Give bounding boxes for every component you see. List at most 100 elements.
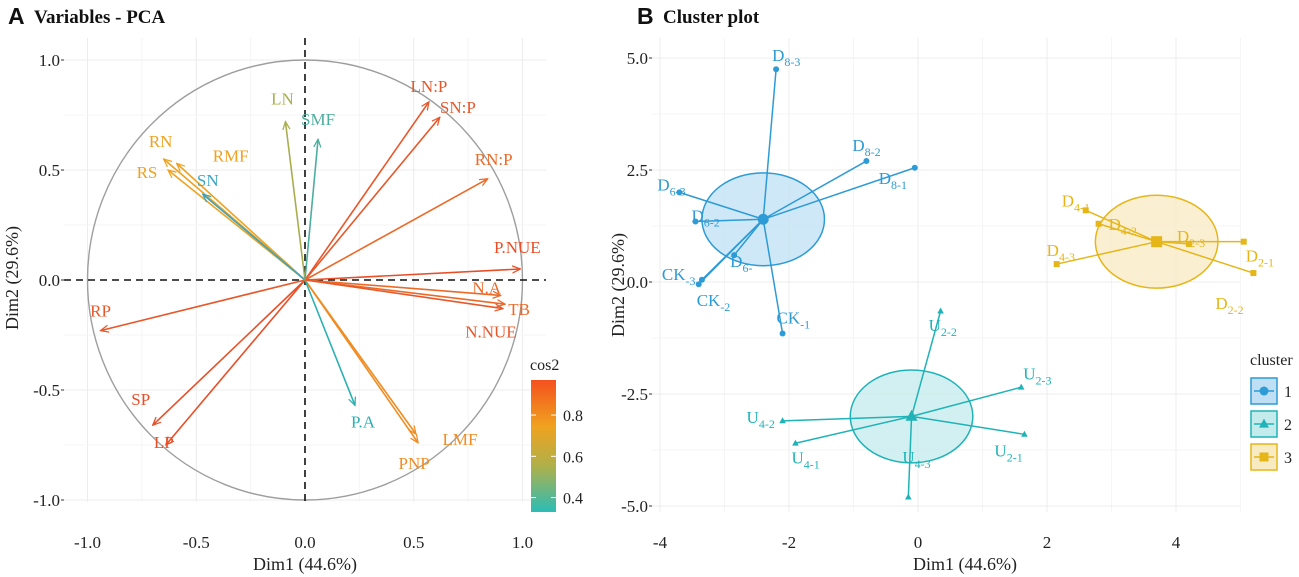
label-tb: TB — [508, 300, 530, 319]
label-main: D — [1177, 227, 1189, 246]
cos2-legend: cos2 0.8 0.6 0.4 — [530, 357, 583, 512]
label-subscript: -3 — [686, 274, 696, 288]
cluster-2-point — [1017, 383, 1025, 390]
cluster-1-point — [773, 66, 780, 73]
spoke — [762, 219, 784, 334]
label-sn-p: SN:P — [440, 98, 476, 117]
label-main: D — [730, 252, 742, 271]
spoke — [1098, 223, 1157, 243]
arrow-smf — [304, 139, 318, 281]
label-p-nue: P.NUE — [494, 238, 541, 257]
label-subscript: 2-1 — [1258, 256, 1274, 270]
label-main: U — [929, 316, 941, 335]
y-tick-label: -2.5 — [621, 385, 648, 404]
spoke — [698, 218, 764, 285]
label-subscript: 2-3 — [1035, 373, 1051, 387]
label-main: U — [791, 448, 803, 467]
label-main: D — [691, 207, 703, 226]
label-subscript: 4-1 — [1074, 200, 1090, 214]
arrow-rn-p — [304, 179, 488, 281]
label-main: D — [1047, 241, 1059, 260]
label-subscript: 6-2 — [704, 216, 720, 230]
cluster-2-point — [937, 307, 944, 314]
cluster-1-point — [911, 164, 918, 171]
cos2-tick-label: 0.8 — [563, 408, 583, 425]
label-main: D — [1109, 215, 1121, 234]
point-label: CK-1 — [777, 309, 811, 332]
cluster-3-point — [1185, 240, 1192, 247]
label-subscript: 8-3 — [784, 55, 800, 69]
panel-b-letter: B — [637, 3, 654, 29]
spoke — [782, 415, 912, 422]
panel-b-cluster-spokes — [679, 69, 1254, 498]
panel-a-x-axis-label: Dim1 (44.6%) — [253, 554, 357, 575]
cluster-2-point — [1021, 430, 1028, 437]
arrow-sp — [153, 279, 306, 425]
x-tick-label: 0.5 — [403, 533, 424, 552]
arrow-ln-p — [304, 102, 429, 281]
label-subscript: 2-2 — [1228, 303, 1244, 317]
y-tick-label: 0.0 — [627, 273, 648, 292]
point-label: D4-3 — [1047, 241, 1075, 264]
label-rs: RS — [137, 163, 158, 182]
point-label: D8-1 — [879, 169, 907, 192]
y-tick-label: 5.0 — [627, 49, 648, 68]
cos2-tick-label: 0.4 — [563, 491, 583, 508]
x-tick-label: 1.0 — [512, 533, 533, 552]
cluster-3-point — [1250, 270, 1257, 277]
point-label: D4-1 — [1062, 191, 1090, 214]
x-tick-label: -4 — [653, 533, 668, 552]
cos2-colorbar — [531, 380, 556, 512]
label-n-a: N.A — [472, 278, 502, 297]
label-subscript: 4-1 — [804, 457, 820, 471]
y-tick-label: -1.0 — [33, 491, 60, 510]
legend-key-marker — [1259, 418, 1269, 428]
panel-a-variable-labels: LN:P SN:P RN:P P.NUE N.A TB N.NUE LMF PNP P.A LP SP… — [90, 77, 541, 473]
label-main: D — [772, 46, 784, 65]
label-subscript: 2-1 — [1007, 450, 1023, 464]
arrow-p-nue — [304, 269, 520, 281]
label-main: CK — [662, 265, 686, 284]
point-label: D4-2 — [1109, 215, 1137, 238]
arrow-pnp — [304, 279, 418, 443]
y-tick-label: -0.5 — [33, 381, 60, 400]
point-label: U2-3 — [1023, 364, 1051, 387]
legend-label-3: 3 — [1284, 450, 1292, 467]
x-tick-label: 0 — [914, 533, 923, 552]
label-subscript: 4-2 — [759, 417, 775, 431]
cluster-1-point — [779, 330, 786, 337]
label-main: U — [902, 448, 914, 467]
point-label: D2-3 — [1177, 227, 1205, 250]
cos2-legend-ticks: 0.8 0.6 0.4 — [531, 408, 583, 508]
label-rn: RN — [149, 132, 173, 151]
point-label: U4-3 — [902, 448, 930, 471]
label-sp: SP — [131, 390, 150, 409]
panel-b-gridlines — [652, 38, 1241, 512]
cos2-tick-label: 0.6 — [563, 449, 583, 466]
x-tick-label: -2 — [782, 533, 796, 552]
panel-b: B Cluster plot D8-3D8-2D8-1D6-3D6-2D6-CK… — [608, 3, 1293, 575]
cluster-1-centroid — [757, 213, 769, 225]
label-subscript: 2-2 — [941, 325, 957, 339]
label-main: D — [1246, 247, 1258, 266]
label-smf: SMF — [301, 110, 335, 129]
cluster-3-point — [1082, 207, 1089, 214]
arrow-lp — [166, 279, 306, 445]
label-rp: RP — [90, 302, 111, 321]
legend-label-1: 1 — [1284, 384, 1292, 401]
spoke — [679, 191, 764, 220]
y-tick-label: 2.5 — [627, 161, 648, 180]
panel-b-x-axis-label: Dim1 (44.6%) — [913, 554, 1017, 575]
legend-label-2: 2 — [1284, 417, 1292, 434]
point-label: CK-3 — [662, 265, 696, 288]
label-main: D — [879, 169, 891, 188]
label-main: CK — [777, 309, 801, 328]
arrow-ln — [285, 122, 306, 281]
panel-b-tick-labels: -4 -2 0 2 4 5.0 2.5 0.0 -2.5 -5.0 — [621, 49, 1181, 552]
panel-a-letter: A — [8, 3, 25, 29]
panel-a-title: Variables - PCA — [34, 7, 166, 28]
panel-b-title: Cluster plot — [663, 7, 760, 28]
arrow-n-nue — [304, 279, 503, 309]
cluster-1-point — [698, 276, 705, 283]
